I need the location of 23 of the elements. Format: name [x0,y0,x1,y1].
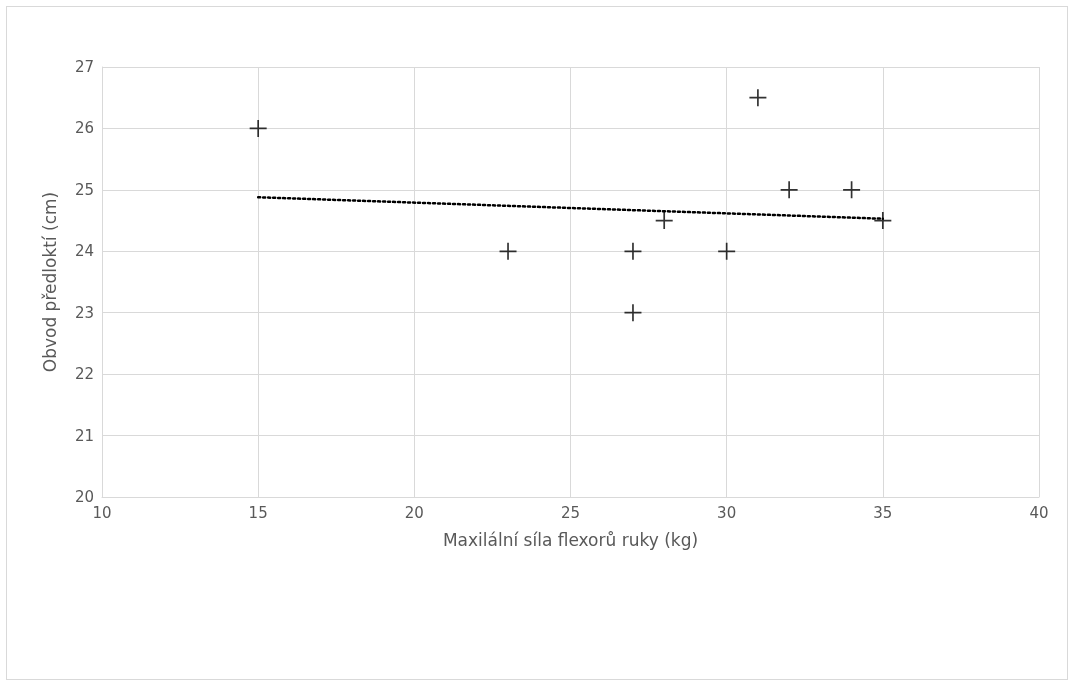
point [780,181,798,199]
y-tick-label: 26 [74,119,94,138]
y-tick-label: 27 [74,58,94,76]
x-tick-label: 40 [1029,503,1049,522]
x-axis-title: Maxilální síla flexorů ruky (kg) [442,529,699,550]
x-tick-label: 20 [404,503,424,522]
y-tick-label: 22 [74,365,94,384]
point [749,89,767,107]
y-tick-label: 20 [74,488,94,506]
point [718,242,736,260]
x-tick-label: 15 [248,503,268,522]
point [624,242,642,260]
y-tick-label: 25 [74,180,94,199]
x-tick-label: 25 [560,503,581,522]
y-axis-title: Obvod předloktí (cm) [39,191,60,373]
x-tick-label: 10 [92,503,112,522]
y-tick-label: 21 [74,426,94,445]
y-tick-label: 23 [74,303,94,322]
x-tick-label: 35 [873,503,893,522]
x-tick-label: 30 [717,503,737,522]
point [624,304,642,322]
y-tick-label: 24 [74,242,94,261]
point [499,242,517,260]
